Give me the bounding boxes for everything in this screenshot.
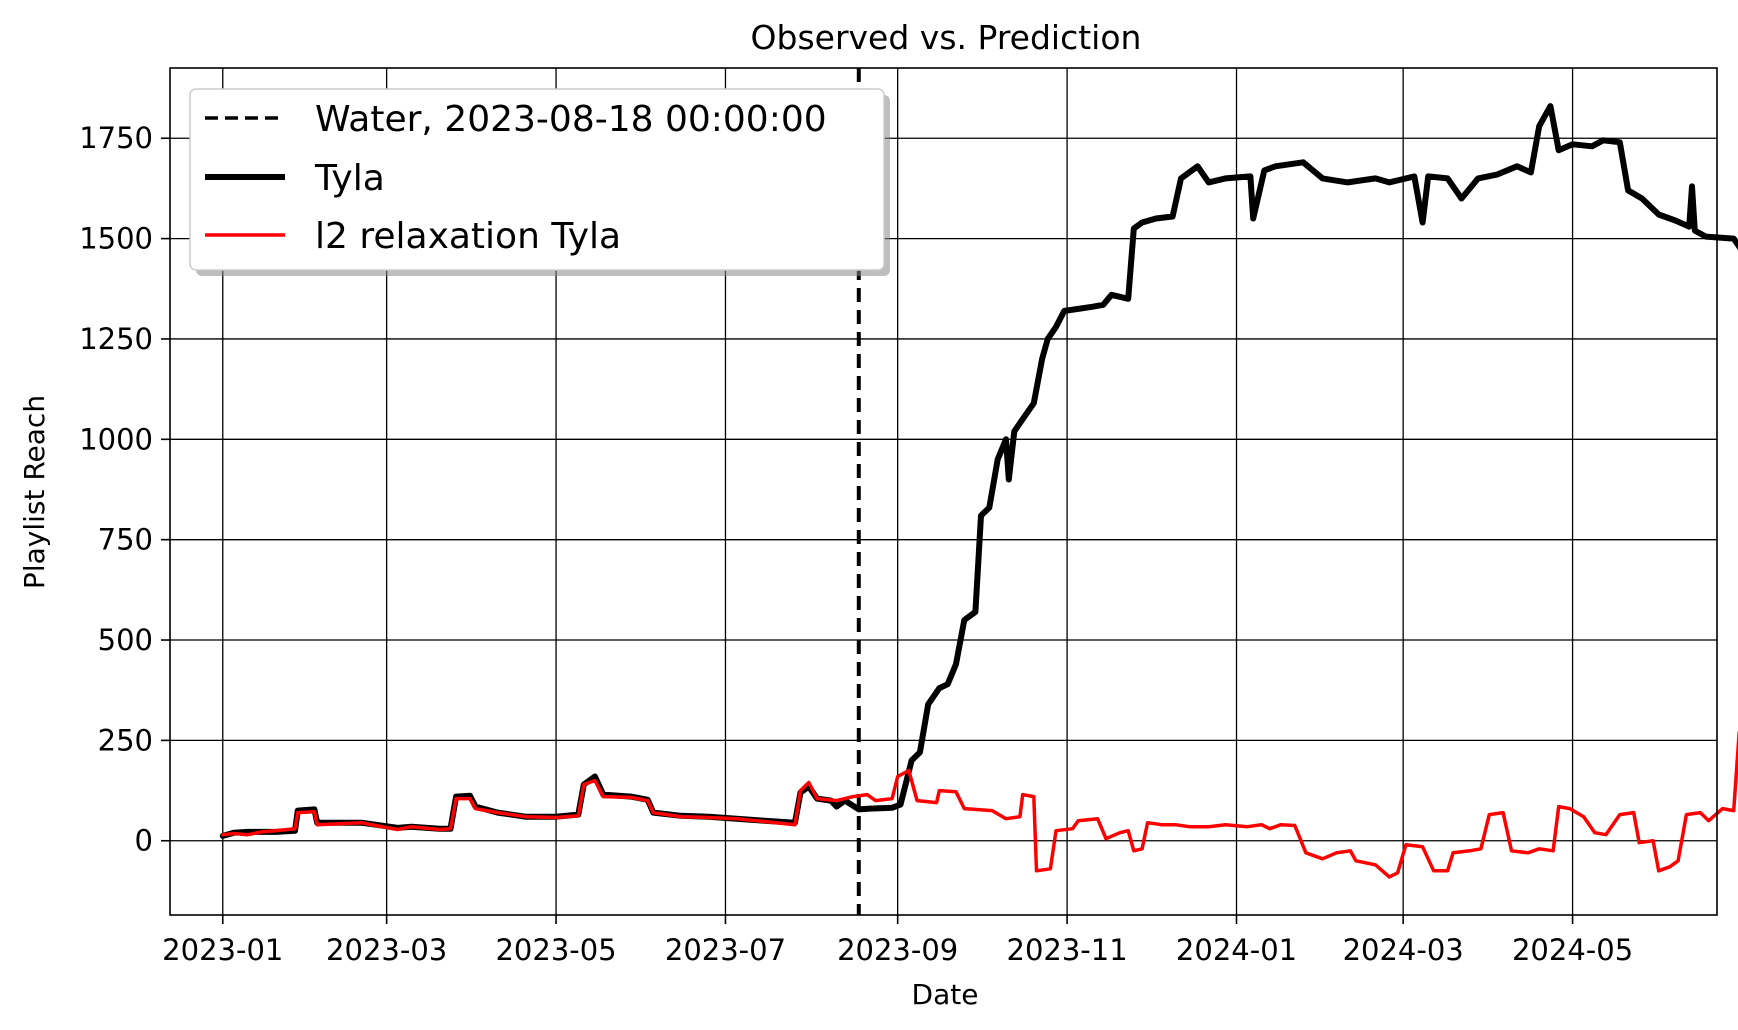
series-layer <box>219 103 1738 879</box>
x-tick-label: 2024-05 <box>1512 933 1633 967</box>
y-tick-label: 500 <box>98 623 153 657</box>
x-tick-label: 2023-05 <box>495 933 616 967</box>
y-tick-label: 250 <box>98 723 153 757</box>
legend-label-vline: Water, 2023-08-18 00:00:00 <box>315 99 827 140</box>
y-tick-label: 750 <box>98 523 153 557</box>
y-axis-label: Playlist Reach <box>18 395 51 589</box>
y-tick-label: 1000 <box>79 422 153 456</box>
plot-frame <box>169 67 1718 916</box>
chart-title: Observed vs. Prediction <box>751 18 1142 57</box>
legend-label-series-2: l2 relaxation Tyla <box>315 216 621 257</box>
legend-box <box>189 88 885 271</box>
legend: Water, 2023-08-18 00:00:00 Tyla l2 relax… <box>189 88 890 276</box>
y-tick-label: 1250 <box>79 322 153 356</box>
y-tick-label: 1500 <box>79 222 153 256</box>
grid <box>170 68 1717 915</box>
x-tick-label: 2023-01 <box>162 933 283 967</box>
series-line-2 <box>221 731 1738 879</box>
legend-label-series-1: Tyla <box>314 158 385 199</box>
y-axis-ticks: 0 250 500 750 1000 1250 1500 1750 <box>79 121 170 858</box>
y-tick-label: 0 <box>135 824 153 858</box>
y-tick-label: 1750 <box>79 121 153 155</box>
x-axis-ticks: 2023-01 2023-03 2023-05 2023-07 2023-09 2023-… <box>162 915 1633 967</box>
x-axis-label: Date <box>912 978 979 1011</box>
x-tick-label: 2023-11 <box>1007 933 1128 967</box>
x-tick-label: 2024-01 <box>1176 933 1297 967</box>
x-tick-label: 2023-07 <box>665 933 786 967</box>
x-tick-label: 2024-03 <box>1343 933 1464 967</box>
x-tick-label: 2023-09 <box>837 933 958 967</box>
x-tick-label: 2023-03 <box>326 933 447 967</box>
